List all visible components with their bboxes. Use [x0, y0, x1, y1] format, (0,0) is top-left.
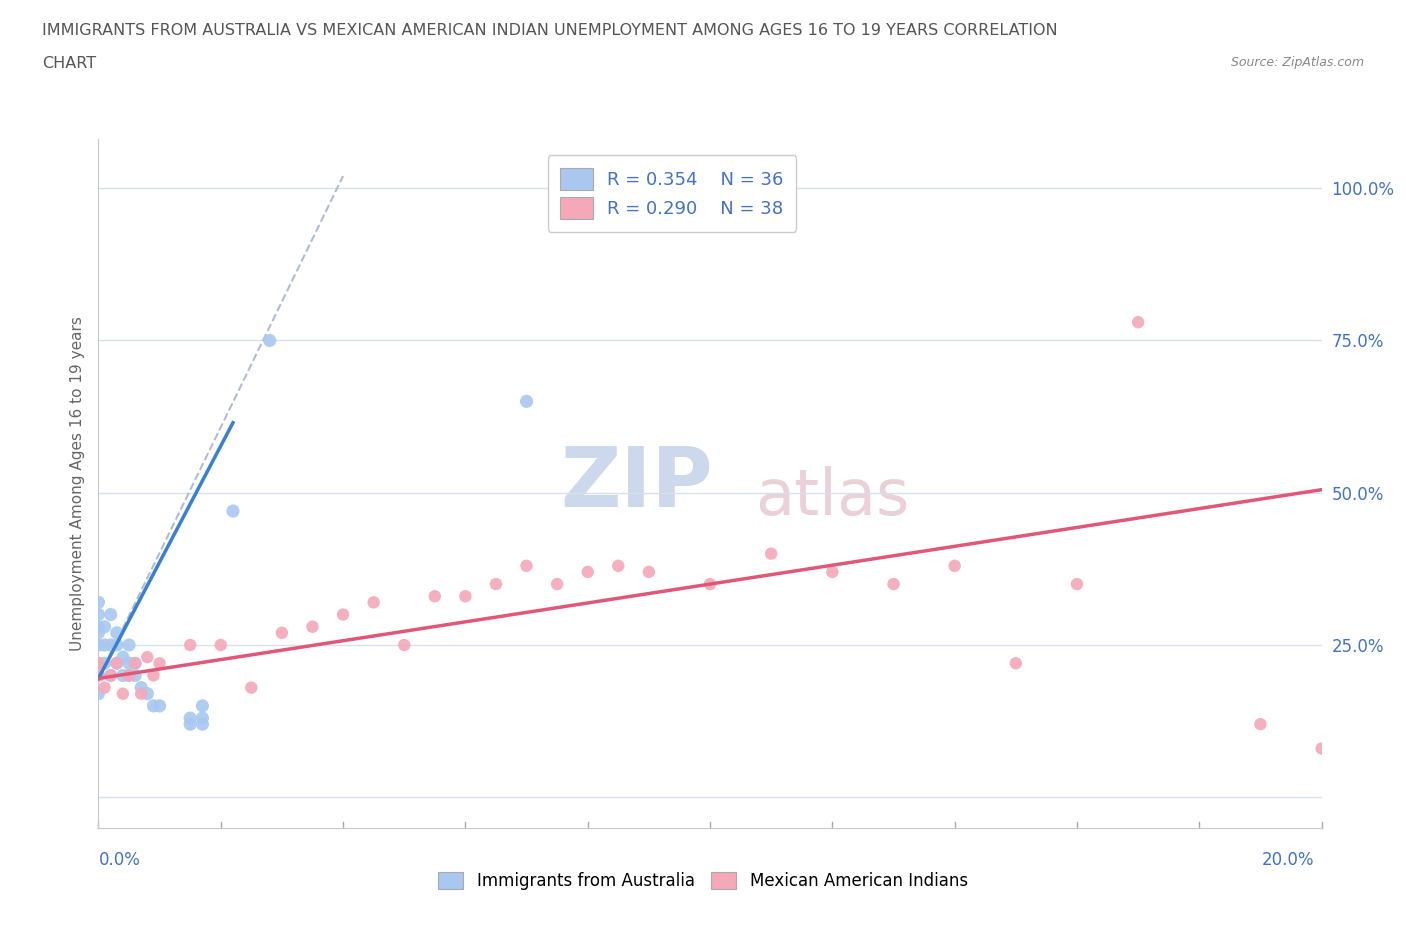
Point — [124, 668, 146, 683]
Text: CHART: CHART — [42, 56, 96, 71]
Point — [136, 650, 159, 665]
Point — [111, 650, 134, 665]
Legend: R = 0.354    N = 36, R = 0.290    N = 38: R = 0.354 N = 36, R = 0.290 N = 38 — [548, 155, 796, 232]
Point — [149, 698, 172, 713]
Point — [87, 607, 110, 622]
Point — [259, 333, 281, 348]
Point — [93, 638, 115, 653]
Point — [111, 686, 134, 701]
Point — [759, 546, 782, 561]
Text: 0.0%: 0.0% — [98, 851, 141, 870]
Point — [124, 656, 146, 671]
Point — [179, 638, 201, 653]
Point — [87, 656, 110, 671]
Point — [516, 558, 538, 573]
Point — [93, 656, 115, 671]
Point — [222, 503, 245, 518]
Point — [100, 607, 122, 622]
Point — [191, 717, 214, 732]
Text: Source: ZipAtlas.com: Source: ZipAtlas.com — [1230, 56, 1364, 69]
Text: IMMIGRANTS FROM AUSTRALIA VS MEXICAN AMERICAN INDIAN UNEMPLOYMENT AMONG AGES 16 : IMMIGRANTS FROM AUSTRALIA VS MEXICAN AME… — [42, 23, 1057, 38]
Point — [1066, 577, 1088, 591]
Point — [332, 607, 354, 622]
Point — [1249, 717, 1271, 732]
Point — [136, 686, 159, 701]
Point — [142, 698, 165, 713]
Point — [100, 638, 122, 653]
Point — [118, 656, 141, 671]
Point — [93, 680, 115, 695]
Point — [118, 668, 141, 683]
Point — [607, 558, 630, 573]
Point — [93, 619, 115, 634]
Point — [699, 577, 721, 591]
Point — [87, 668, 110, 683]
Point — [454, 589, 477, 604]
Point — [191, 698, 214, 713]
Point — [179, 717, 201, 732]
Point — [270, 625, 292, 640]
Point — [423, 589, 446, 604]
Point — [392, 638, 416, 653]
Point — [821, 565, 844, 579]
Point — [129, 686, 152, 701]
Point — [191, 711, 214, 725]
Point — [240, 680, 263, 695]
Point — [100, 668, 122, 683]
Y-axis label: Unemployment Among Ages 16 to 19 years: Unemployment Among Ages 16 to 19 years — [69, 316, 84, 651]
Point — [546, 577, 568, 591]
Point — [1310, 741, 1333, 756]
Point — [179, 711, 201, 725]
Point — [105, 656, 128, 671]
Point — [149, 656, 172, 671]
Point — [576, 565, 599, 579]
Point — [142, 668, 165, 683]
Text: atlas: atlas — [755, 466, 910, 528]
Legend: Immigrants from Australia, Mexican American Indians: Immigrants from Australia, Mexican Ameri… — [430, 864, 976, 898]
Point — [87, 656, 110, 671]
Point — [363, 595, 385, 610]
Point — [105, 638, 128, 653]
Text: ZIP: ZIP — [561, 443, 713, 525]
Point — [129, 680, 152, 695]
Point — [118, 638, 141, 653]
Point — [87, 595, 110, 610]
Point — [105, 625, 128, 640]
Point — [209, 638, 232, 653]
Point — [1128, 314, 1150, 329]
Point — [301, 619, 323, 634]
Point — [87, 625, 110, 640]
Point — [516, 394, 538, 409]
Point — [100, 668, 122, 683]
Point — [111, 668, 134, 683]
Point — [105, 656, 128, 671]
Point — [87, 638, 110, 653]
Point — [1004, 656, 1026, 671]
Point — [124, 656, 146, 671]
Point — [485, 577, 508, 591]
Point — [118, 668, 141, 683]
Point — [943, 558, 966, 573]
Point — [883, 577, 905, 591]
Text: 20.0%: 20.0% — [1263, 851, 1315, 870]
Point — [637, 565, 661, 579]
Point — [87, 619, 110, 634]
Point — [87, 686, 110, 701]
Point — [87, 668, 110, 683]
